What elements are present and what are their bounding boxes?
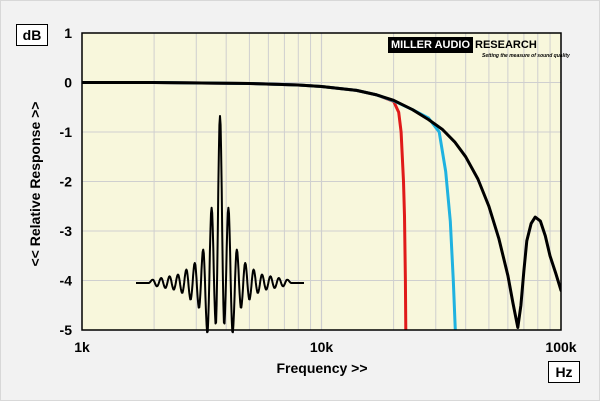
y-tick-label: -2 — [60, 174, 73, 190]
series-group — [82, 81, 561, 330]
logo-left-text: MILLER AUDIO — [388, 37, 474, 53]
grid-lines — [82, 33, 561, 330]
y-axis-label: << Relative Response >> — [27, 101, 43, 267]
y-tick-label: -4 — [60, 273, 73, 289]
x-tick-label: 100k — [545, 339, 576, 355]
impulse-trace — [135, 115, 305, 334]
series-line-3 — [82, 81, 561, 329]
plot-border — [81, 32, 562, 331]
y-tick-label: 1 — [64, 25, 72, 41]
y-tick-label: -3 — [60, 223, 73, 239]
logo-tagline: Setting the measure of sound quality — [482, 53, 570, 59]
y-tick-labels: 1 0 -1 -2 -3 -4 -5 — [60, 25, 73, 338]
y-unit-label: dB — [16, 24, 48, 46]
y-tick-label: -1 — [60, 124, 73, 140]
brand-logo: MILLER AUDIO RESEARCH Setting the measure… — [388, 37, 570, 67]
x-axis-label: Frequency >> — [276, 360, 368, 376]
x-tick-label: 1k — [74, 339, 90, 355]
x-tick-labels: 1k 10k 100k — [74, 339, 577, 355]
x-tick-label: 10k — [310, 339, 334, 355]
x-unit-label: Hz — [548, 361, 580, 383]
y-tick-label: -5 — [60, 322, 73, 338]
logo-right-text: RESEARCH — [475, 39, 537, 51]
y-tick-label: 0 — [64, 75, 72, 91]
logo-wordmark: MILLER AUDIO RESEARCH — [388, 37, 539, 53]
impulse-inset — [135, 115, 305, 334]
